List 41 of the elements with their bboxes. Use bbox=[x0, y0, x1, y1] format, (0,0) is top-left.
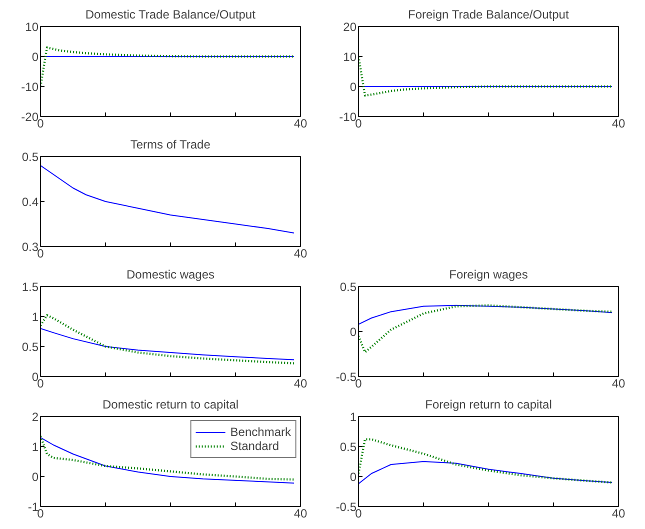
y-tick-label: -10 bbox=[21, 80, 39, 94]
y-tick-label: 0.3 bbox=[22, 240, 39, 254]
y-tick-label: -1 bbox=[28, 500, 39, 514]
y-tick-label: 0 bbox=[350, 80, 357, 94]
chart-title: Domestic return to capital bbox=[102, 398, 239, 412]
y-tick-label: 0 bbox=[350, 325, 357, 339]
chart-title: Terms of Trade bbox=[130, 138, 211, 152]
chart-title: Foreign Trade Balance/Output bbox=[408, 8, 570, 22]
x-tick-label: 40 bbox=[612, 506, 626, 520]
y-tick-label: -0.5 bbox=[336, 500, 357, 514]
chart-title: Foreign return to capital bbox=[425, 398, 552, 412]
x-tick-label: 40 bbox=[294, 376, 308, 390]
chart-title: Domestic Trade Balance/Output bbox=[85, 8, 256, 22]
chart-title: Foreign wages bbox=[449, 268, 528, 282]
y-tick-label: 0 bbox=[350, 470, 357, 484]
y-tick-label: 2 bbox=[32, 410, 39, 424]
chart-title: Domestic wages bbox=[126, 268, 215, 282]
y-tick-label: 10 bbox=[25, 20, 39, 34]
y-tick-label: 0.4 bbox=[22, 195, 39, 209]
y-tick-label: 1 bbox=[350, 410, 357, 424]
y-tick-label: 0.5 bbox=[340, 280, 357, 294]
y-tick-label: 1.5 bbox=[22, 280, 39, 294]
y-tick-label: 1 bbox=[32, 440, 39, 454]
legend-label: Benchmark bbox=[230, 425, 291, 439]
x-tick-label: 40 bbox=[294, 116, 308, 130]
y-tick-label: 10 bbox=[343, 50, 357, 64]
y-tick-label: 1 bbox=[32, 310, 39, 324]
legend-label: Standard bbox=[230, 439, 279, 453]
y-tick-label: 0.5 bbox=[22, 340, 39, 354]
x-tick-label: 40 bbox=[294, 246, 308, 260]
y-tick-label: 0 bbox=[32, 470, 39, 484]
x-tick-label: 40 bbox=[294, 506, 308, 520]
y-tick-label: -0.5 bbox=[336, 370, 357, 384]
y-tick-label: 0 bbox=[32, 50, 39, 64]
y-tick-label: 0.5 bbox=[340, 440, 357, 454]
y-tick-label: -20 bbox=[21, 110, 39, 124]
y-tick-label: 0.5 bbox=[22, 150, 39, 164]
x-tick-label: 40 bbox=[612, 376, 626, 390]
y-tick-label: 20 bbox=[343, 20, 357, 34]
y-tick-label: -10 bbox=[339, 110, 357, 124]
x-tick-label: 40 bbox=[612, 116, 626, 130]
